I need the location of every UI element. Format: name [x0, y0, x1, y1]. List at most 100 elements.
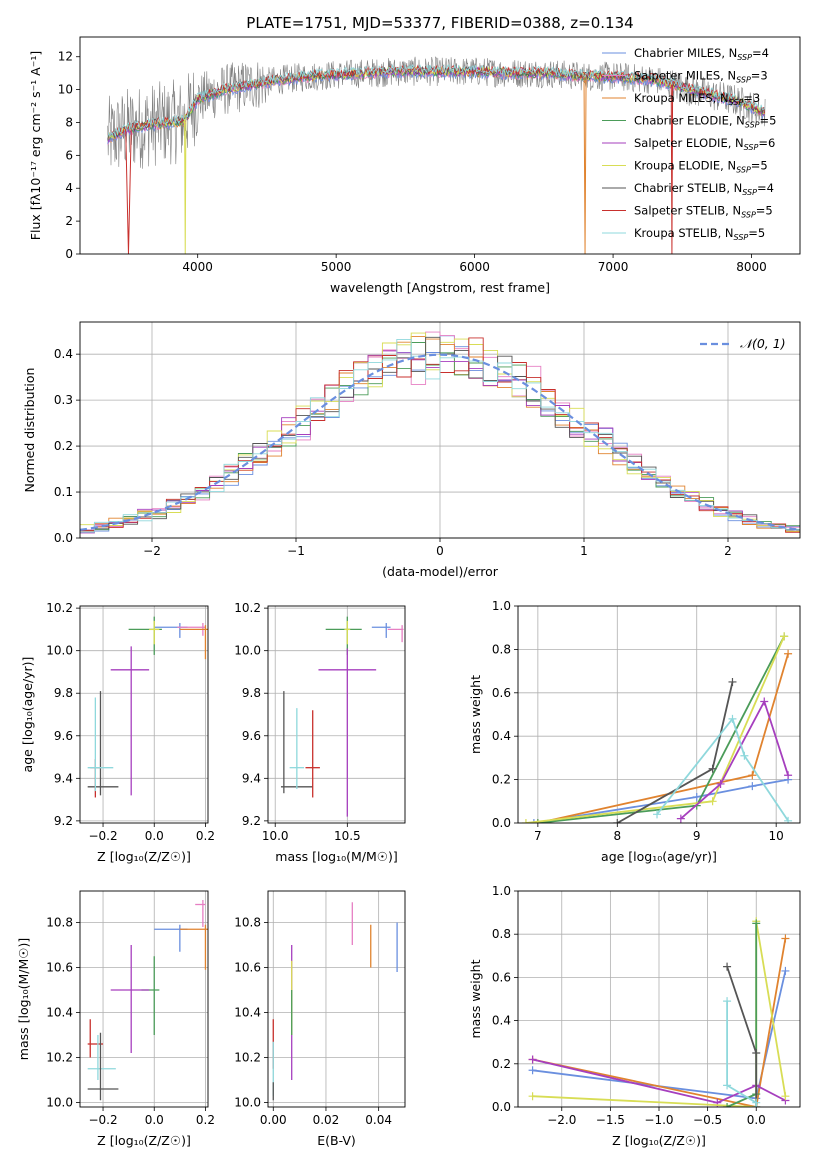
- axes-frame: [79, 890, 209, 1108]
- y-tick-label: 1.0: [492, 884, 511, 898]
- x-tick-label: 7: [534, 829, 542, 843]
- y-tick-label: 0.4: [492, 1014, 511, 1028]
- y-tick-label: 1.0: [492, 599, 511, 613]
- axes-frame: [79, 605, 209, 824]
- y-tick-label: 10.6: [46, 961, 73, 975]
- y-axis-label: mass weight: [468, 675, 483, 754]
- axes-frame: [79, 36, 801, 255]
- legend-label-2: Kroupa MILES, NSSP=3: [634, 91, 760, 107]
- legend-label-4: Salpeter ELODIE, NSSP=6: [634, 136, 775, 152]
- weight-marker-4-0: [723, 1103, 732, 1107]
- x-tick-label: 1: [580, 544, 588, 558]
- y-tick-label: 0.0: [54, 531, 73, 545]
- y-tick-label: 10.0: [46, 1096, 73, 1110]
- y-tick-label: 12: [58, 50, 73, 64]
- axes-frame: [267, 605, 406, 824]
- weight-marker-5-2: [760, 697, 769, 706]
- y-tick-label: 6: [65, 148, 73, 162]
- weight-marker-5-0: [676, 814, 685, 823]
- x-axis-label: mass [log₁₀(M/M☉)]: [275, 849, 397, 864]
- x-tick-label: 0.2: [196, 1113, 215, 1127]
- age-vs-Z-panel: −0.2 0.0 0.2 9.2 9.4 9.6 9.8 10.0 10.2 Z [log₁₀(Z…: [20, 601, 215, 864]
- x-tick-label: −0.2: [88, 829, 117, 843]
- age-vs-mass-panel: 10.0 10.5 9.2 9.4 9.6 9.8 10.0 10.2 mass [log₁₀(…: [234, 601, 406, 864]
- weight-marker-0-1: [692, 792, 701, 801]
- weight-marker-5-3: [784, 771, 793, 780]
- y-tick-label: 0.0: [492, 816, 511, 830]
- x-tick-label: −0.2: [88, 1113, 117, 1127]
- y-tick-label: 9.8: [54, 686, 73, 700]
- y-tick-label: 0.4: [54, 347, 73, 361]
- weight-marker-3-0: [521, 819, 530, 823]
- x-tick-label: 8: [613, 829, 621, 843]
- x-tick-label: 7000: [598, 260, 629, 274]
- gaussian-curve: [80, 353, 800, 531]
- weight-line-3: [525, 636, 785, 823]
- y-tick-label: 10.0: [234, 1096, 261, 1110]
- x-axis-label: (data-model)/error: [382, 564, 499, 579]
- legend-label-5: Kroupa ELODIE, NSSP=5: [634, 159, 768, 175]
- legend-label-6: Chabrier STELIB, NSSP=4: [634, 181, 774, 197]
- x-tick-label: 9: [693, 829, 701, 843]
- weight-marker-0-2: [748, 782, 757, 791]
- y-tick-label: 9.2: [242, 814, 261, 828]
- weight-marker-5-0: [723, 962, 732, 971]
- y-tick-label: 0.3: [54, 393, 73, 407]
- x-tick-label: 8000: [736, 260, 767, 274]
- weight-vs-age-panel: 7 8 9 10 0.0 0.2 0.4 0.6 0.8 1.0 age [log₁₀(age/yr…: [468, 599, 801, 864]
- x-tick-label: 2: [724, 544, 732, 558]
- axes-frame: [267, 890, 406, 1108]
- model-spectrum-7: [107, 64, 765, 138]
- weight-marker-3-1: [708, 797, 717, 806]
- weight-marker-3-2: [780, 632, 789, 641]
- y-tick-label: 0.0: [492, 1100, 511, 1114]
- weight-marker-6-1: [723, 1081, 732, 1090]
- legend-label-1: Salpeter MILES, NSSP=3: [634, 69, 768, 85]
- mass-vs-EBV-panel: 0.00 0.02 0.04 10.0 10.2 10.4 10.6 10.8 E(B-V): [234, 890, 406, 1148]
- weight-marker-4-0: [613, 819, 622, 823]
- x-tick-label: −0.5: [693, 1113, 722, 1127]
- spectrum-dip-1: [184, 118, 187, 254]
- x-tick-label: 6000: [459, 260, 490, 274]
- y-axis-label: age [log₁₀(age/yr)]: [20, 657, 35, 773]
- y-tick-label: 2: [65, 214, 73, 228]
- y-axis-label: mass weight: [468, 959, 483, 1038]
- legend-label-8: Kroupa STELIB, NSSP=5: [634, 226, 765, 242]
- weight-line-4: [726, 923, 758, 1107]
- weight-marker-1-2: [781, 934, 790, 943]
- y-tick-label: 10.0: [234, 644, 261, 658]
- weight-marker-0-0: [528, 1066, 537, 1075]
- y-tick-label: 9.8: [242, 686, 261, 700]
- y-tick-label: 0.2: [492, 1057, 511, 1071]
- spectrum-dip-0: [125, 129, 132, 254]
- observed-spectrum: [107, 56, 766, 169]
- legend-label-3: Chabrier ELODIE, NSSP=5: [634, 114, 776, 130]
- x-tick-label: −2.0: [547, 1113, 576, 1127]
- y-tick-label: 9.4: [54, 771, 73, 785]
- weight-marker-5-1: [716, 779, 725, 788]
- weight-marker-4-1: [708, 764, 717, 773]
- weight-line-0: [533, 778, 789, 823]
- weight-line-6: [656, 717, 789, 822]
- weight-marker-6-0: [653, 810, 662, 819]
- weight-marker-1-1: [748, 771, 757, 780]
- x-axis-label: Z [log₁₀(Z/Z☉)]: [97, 849, 191, 864]
- y-tick-label: 10.0: [46, 644, 73, 658]
- x-tick-label: 0: [436, 544, 444, 558]
- y-tick-label: 0.6: [492, 970, 511, 984]
- x-tick-label: −2: [143, 544, 161, 558]
- spectrum-panel: 4000 5000 6000 7000 8000 0 2 4 6 8 10 12 wavelength …: [28, 36, 801, 295]
- x-axis-label: Z [log₁₀(Z/Z☉)]: [97, 1133, 191, 1148]
- y-tick-label: 0.1: [54, 485, 73, 499]
- y-axis-label: mass [log₁₀(M/M☉)]: [16, 938, 31, 1060]
- weight-marker-6-3: [752, 1103, 761, 1107]
- weight-marker-2-0: [528, 1055, 537, 1064]
- legend-label-0: Chabrier MILES, NSSP=4: [634, 46, 769, 62]
- y-tick-label: 10.6: [234, 961, 261, 975]
- model-spectrum-8: [107, 63, 765, 137]
- x-axis-label: wavelength [Angstrom, rest frame]: [330, 280, 550, 295]
- x-tick-label: −1: [287, 544, 305, 558]
- legend-gaussian-label: 𝒩(0, 1): [740, 336, 786, 351]
- y-tick-label: 9.4: [242, 771, 261, 785]
